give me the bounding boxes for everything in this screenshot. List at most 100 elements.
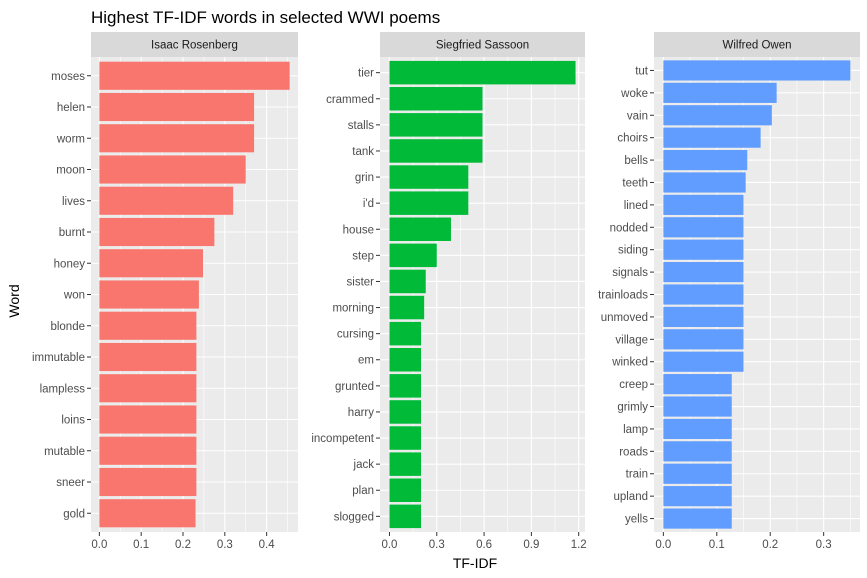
y-tick-label: vain [627, 110, 648, 122]
y-tick-label: sister [347, 276, 375, 288]
facet-strip [380, 32, 585, 57]
bar [99, 374, 197, 403]
x-tick-label: 0.2 [175, 539, 191, 551]
facet-panel: Isaac Rosenberg 0.0 0.1 0.2 0.3 0.4 moses helen… [32, 32, 298, 551]
bar [663, 351, 744, 372]
y-tick-label: tier [358, 68, 374, 80]
y-tick-label: lampless [40, 383, 86, 395]
facet-strip-label: Isaac Rosenberg [151, 40, 238, 52]
facet-panel: Siegfried Sassoon 0.0 0.3 0.6 0.9 1.2 tier cram… [311, 32, 587, 551]
bar [389, 269, 426, 294]
facet-panel: Wilfred Owen 0.0 0.1 0.2 0.3 tut woke vain choir… [598, 32, 860, 551]
y-tick-label: moses [51, 71, 85, 83]
y-tick-label: cursing [337, 329, 374, 341]
y-tick-label: lives [62, 196, 85, 208]
bar [663, 441, 732, 462]
y-tick-label: moon [56, 165, 85, 177]
y-tick-label: unmoved [601, 312, 648, 324]
bar [663, 329, 744, 350]
y-tick-label: honey [54, 258, 86, 270]
bar [663, 239, 744, 260]
y-tick-label: mutable [44, 446, 85, 458]
bar [389, 113, 483, 137]
y-tick-label: choirs [617, 133, 648, 145]
y-tick-label: worm [56, 133, 85, 145]
y-tick-label: roads [619, 446, 648, 458]
bar [389, 139, 483, 163]
y-tick-label: tut [635, 65, 649, 77]
bar [389, 321, 421, 346]
y-tick-label: harry [348, 407, 374, 419]
x-tick-label: 0.4 [259, 539, 276, 551]
bar [99, 467, 197, 497]
y-tick-label: morning [332, 303, 374, 315]
y-tick-label: stalls [348, 120, 374, 132]
y-tick-label: creep [619, 379, 648, 391]
bar [663, 262, 744, 283]
bar [389, 478, 421, 502]
bar [389, 191, 469, 215]
bar [663, 105, 772, 126]
x-tick-label: 0.3 [429, 539, 445, 551]
y-tick-label: winked [611, 357, 648, 369]
y-tick-label: grin [355, 172, 374, 184]
bar [389, 374, 421, 398]
y-tick-label: tank [352, 146, 374, 158]
y-tick-label: lamp [623, 424, 648, 436]
bar [663, 194, 744, 215]
y-tick-label: slogged [334, 511, 374, 523]
y-tick-label: burnt [59, 227, 86, 239]
y-tick-label: teeth [622, 177, 648, 189]
bar [663, 374, 732, 395]
y-tick-label: loins [61, 415, 85, 427]
y-tick-label: won [63, 290, 85, 302]
x-tick-label: 0.3 [816, 539, 832, 551]
y-tick-label: nodded [610, 222, 648, 234]
facet-strip-label: Siegfried Sassoon [436, 40, 529, 52]
y-tick-label: grunted [335, 381, 374, 393]
y-tick-label: siding [618, 245, 648, 257]
bar [99, 436, 197, 465]
y-tick-label: helen [57, 102, 85, 114]
bar [99, 92, 255, 122]
bar [99, 61, 290, 90]
bar [389, 217, 451, 241]
bar [389, 348, 421, 372]
bar [389, 165, 469, 189]
bar [389, 60, 576, 85]
bar [99, 124, 255, 153]
bar [663, 217, 744, 238]
bar [663, 172, 746, 193]
y-tick-label: immutable [32, 352, 85, 364]
bar [99, 249, 204, 278]
y-tick-label: incompetent [311, 433, 374, 445]
y-tick-label: train [626, 469, 648, 481]
x-tick-label: 0.2 [762, 539, 778, 551]
bar [389, 400, 421, 424]
bar [663, 149, 748, 171]
bar [99, 217, 215, 247]
facet-strip [654, 32, 860, 57]
x-tick-label: 0.1 [133, 539, 149, 551]
chart-title: Highest TF-IDF words in selected WWI poe… [91, 8, 440, 27]
facet-panels: Isaac Rosenberg 0.0 0.1 0.2 0.3 0.4 moses helen… [32, 32, 860, 551]
bar [663, 284, 744, 305]
x-tick-label: 0.6 [476, 539, 492, 551]
bar [663, 82, 777, 103]
x-axis-title: TF-IDF [453, 555, 497, 571]
bar [663, 418, 732, 440]
x-tick-label: 0.1 [709, 539, 725, 551]
y-tick-label: bells [624, 155, 648, 167]
bar [99, 186, 234, 215]
bar [99, 499, 196, 528]
x-tick-label: 0.0 [91, 539, 107, 551]
x-tick-label: 1.2 [571, 539, 587, 551]
x-tick-label: 0.0 [655, 539, 671, 551]
y-tick-label: sneer [56, 477, 85, 489]
x-tick-label: 0.0 [381, 539, 397, 551]
facet-strip [91, 32, 298, 57]
bar [663, 463, 732, 484]
y-tick-label: upland [613, 491, 648, 503]
x-tick-label: 0.9 [523, 539, 539, 551]
